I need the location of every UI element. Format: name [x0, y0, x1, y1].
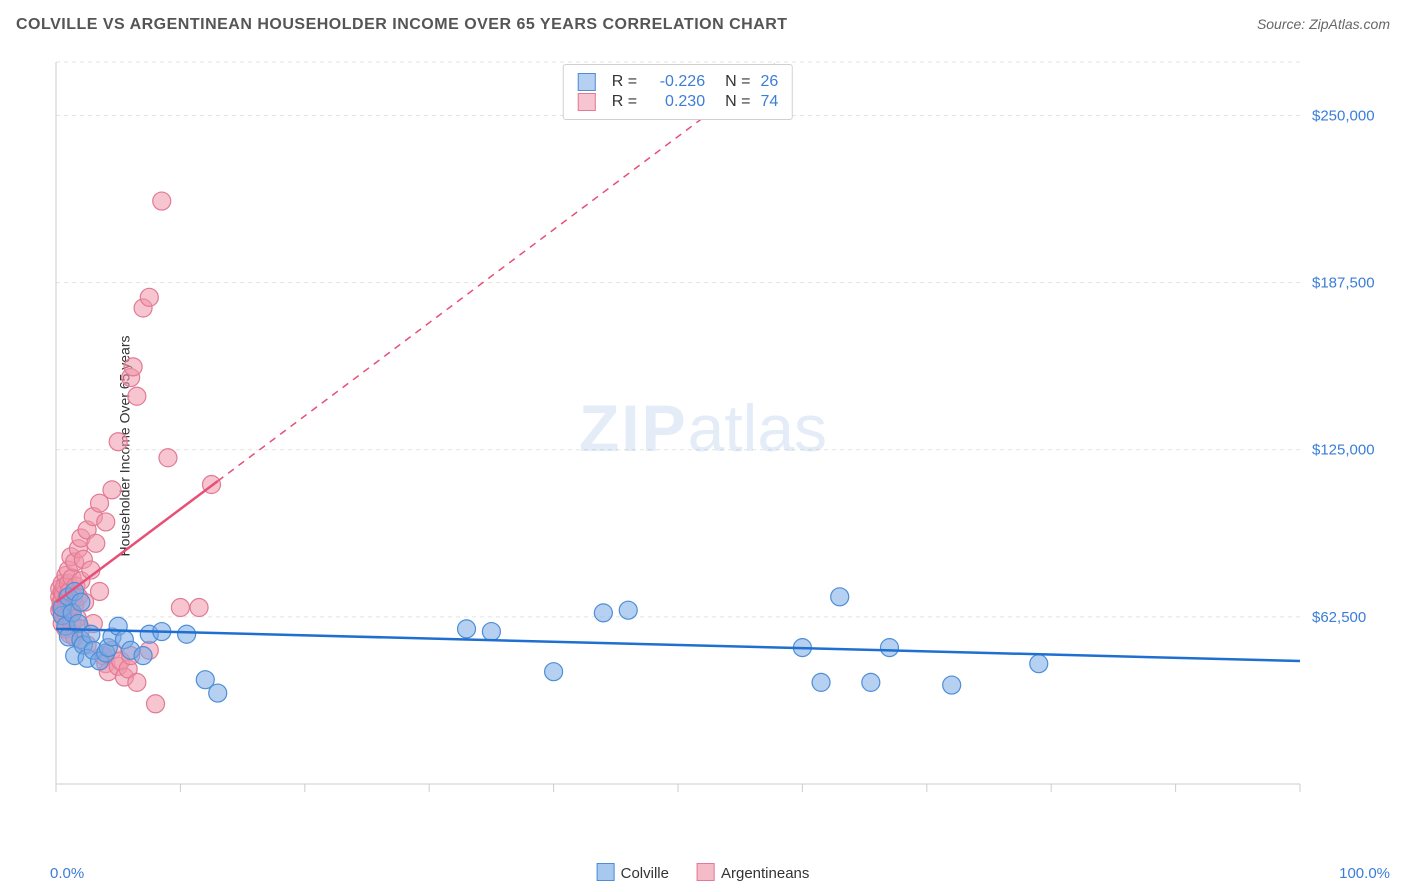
- legend-item-colville: Colville: [597, 863, 669, 882]
- svg-text:$250,000: $250,000: [1312, 107, 1375, 124]
- header: COLVILLE VS ARGENTINEAN HOUSEHOLDER INCO…: [16, 16, 1390, 34]
- x-min-label: 0.0%: [50, 865, 84, 882]
- bottom-legend: Colville Argentineans: [597, 863, 810, 882]
- r-value: -0.226: [647, 73, 705, 91]
- n-value: 26: [760, 73, 778, 91]
- legend-item-argentineans: Argentineans: [697, 863, 809, 882]
- svg-text:$187,500: $187,500: [1312, 275, 1375, 292]
- n-value: 74: [760, 93, 778, 111]
- legend-swatch-argentineans: [697, 863, 715, 881]
- x-max-label: 100.0%: [1339, 865, 1390, 882]
- correlation-legend: R =-0.226N =26R =0.230N =74: [563, 64, 793, 120]
- legend-swatch: [578, 73, 596, 91]
- legend-swatch: [578, 93, 596, 111]
- svg-text:$125,000: $125,000: [1312, 442, 1375, 459]
- source-label: Source: ZipAtlas.com: [1257, 16, 1390, 32]
- scatter-plot: $62,500 $125,000 $187,500 $250,000: [50, 60, 1390, 820]
- legend-swatch-colville: [597, 863, 615, 881]
- chart-title: COLVILLE VS ARGENTINEAN HOUSEHOLDER INCO…: [16, 16, 788, 34]
- svg-text:$62,500: $62,500: [1312, 609, 1366, 626]
- r-value: 0.230: [647, 93, 705, 111]
